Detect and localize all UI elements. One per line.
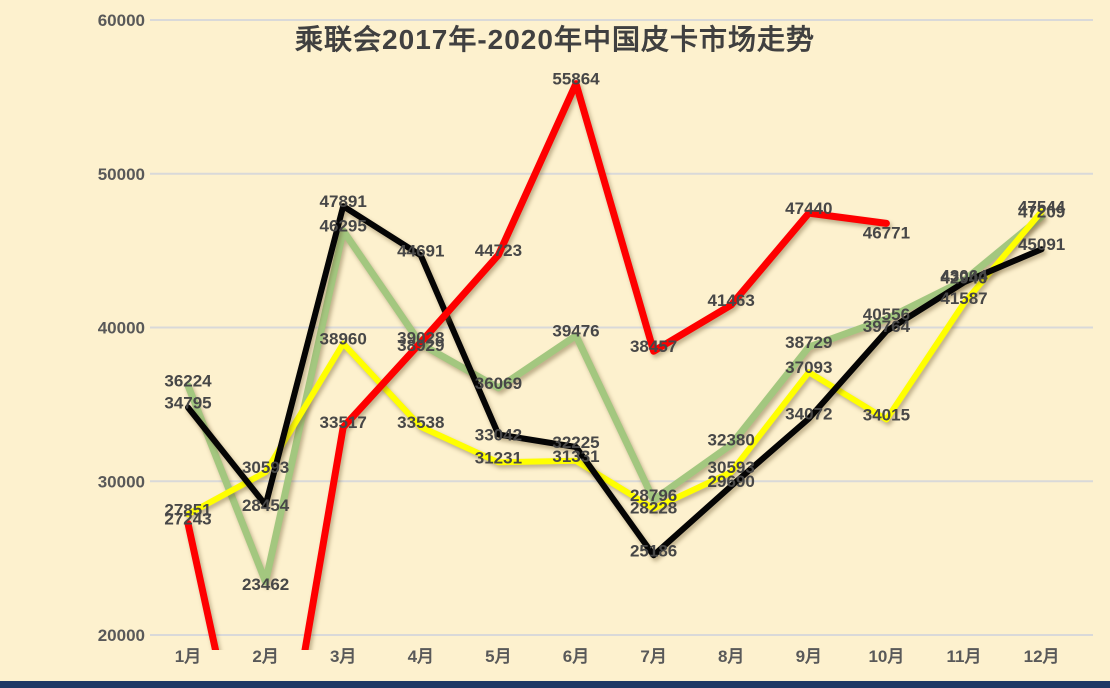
data-label-black-line-6月: 32225 — [552, 433, 599, 452]
data-label-yellow-line-11月: 41587 — [940, 289, 987, 308]
x-axis-group: 1月 2月 3月 4月 5月 6月 7月 8月 9月 10月 11月 12月 — [175, 647, 1060, 666]
data-label-green-line-8月: 32380 — [708, 431, 755, 450]
data-label-red-line-5月: 44723 — [475, 241, 522, 260]
chart-series-yellow-line — [185, 208, 1045, 518]
data-label-black-line-3月: 47891 — [320, 192, 367, 211]
data-label-green-line-9月: 38729 — [785, 333, 832, 352]
data-label-green-line-3月: 46295 — [320, 217, 367, 236]
chart-title: 乘联会2017年-2020年中国皮卡市场走势 — [295, 24, 815, 55]
data-label-green-line-1月: 36224 — [164, 372, 212, 391]
y-axis-tick-label: 30000 — [98, 472, 145, 491]
data-label-yellow-line-10月: 34015 — [863, 406, 910, 425]
x-axis-month-label: 6月 — [563, 647, 589, 666]
data-label-red-line-10月: 46771 — [863, 223, 910, 242]
data-label-black-line-12月: 45091 — [1018, 235, 1065, 254]
data-label-green-line-6月: 39476 — [552, 322, 599, 341]
y-axis-tick-label: 40000 — [98, 319, 145, 338]
data-label-red-line-3月: 33517 — [320, 413, 367, 432]
data-label-red-line-9月: 47440 — [785, 199, 832, 218]
gridlines-group — [150, 19, 1093, 636]
x-axis-month-label: 4月 — [408, 647, 434, 666]
data-label-black-line-5月: 33042 — [475, 425, 522, 444]
data-label-black-line-7月: 25186 — [630, 541, 677, 560]
x-axis-month-label: 1月 — [175, 647, 201, 666]
data-label-red-line-7月: 38457 — [630, 337, 677, 356]
data-label-red-line-1月: 27243 — [164, 510, 211, 529]
chart-series-green-line — [184, 213, 1046, 586]
y-axis-group: 20000 30000 40000 50000 60000 — [98, 11, 145, 645]
series-lines-group — [184, 80, 1046, 650]
data-label-black-line-2月: 28454 — [242, 496, 290, 515]
data-label-yellow-line-1月: 27851 — [164, 500, 211, 519]
data-label-yellow-line-3月: 38960 — [320, 329, 367, 348]
data-label-yellow-line-6月: 31331 — [552, 447, 599, 466]
data-label-black-line-8月: 29690 — [708, 472, 755, 491]
data-label-green-line-4月: 38929 — [397, 336, 444, 355]
x-axis-month-label: 3月 — [330, 647, 356, 666]
data-label-yellow-line-2月: 30593 — [242, 458, 289, 477]
data-label-black-line-4月: 44691 — [397, 241, 444, 260]
data-label-green-line-7月: 28796 — [630, 486, 677, 505]
x-axis-month-label: 2月 — [252, 647, 278, 666]
data-label-red-line-6月: 55864 — [552, 70, 600, 89]
chart-series-black-line — [185, 203, 1045, 559]
bottom-border-bar — [0, 681, 1110, 688]
data-label-yellow-line-4月: 33538 — [397, 413, 444, 432]
data-label-red-line-4月: 39028 — [397, 328, 444, 347]
data-label-yellow-line-9月: 37093 — [785, 358, 832, 377]
y-axis-tick-label: 50000 — [98, 165, 145, 184]
data-label-green-line-10月: 40556 — [863, 305, 910, 324]
data-labels-group: 36224 23462 46295 38929 36069 39476 28796 32380… — [164, 70, 1065, 594]
y-axis-tick-label: 60000 — [98, 11, 145, 30]
data-label-red-line-8月: 41463 — [708, 291, 755, 310]
data-label-yellow-line-7月: 28228 — [630, 498, 677, 517]
data-label-yellow-line-5月: 31231 — [475, 448, 522, 467]
x-axis-month-label: 11月 — [947, 647, 982, 666]
data-label-black-line-11月: 42940 — [940, 268, 987, 287]
y-axis-tick-label: 20000 — [98, 626, 145, 645]
chart-series-red-line — [184, 80, 890, 650]
data-label-yellow-line-12月: 47544 — [1018, 198, 1066, 217]
data-label-black-line-10月: 39764 — [863, 317, 911, 336]
data-label-green-line-11月: 43064 — [940, 266, 988, 285]
x-axis-month-label: 9月 — [796, 647, 822, 666]
x-axis-month-label: 8月 — [718, 647, 744, 666]
data-label-black-line-1月: 34795 — [164, 394, 211, 413]
x-axis-month-label: 7月 — [640, 647, 666, 666]
data-label-green-line-2月: 23462 — [242, 575, 289, 594]
x-axis-month-label: 12月 — [1024, 647, 1060, 666]
data-label-green-line-12月: 47209 — [1018, 203, 1065, 222]
data-label-black-line-9月: 34072 — [785, 405, 832, 424]
data-label-yellow-line-8月: 30593 — [708, 458, 755, 477]
data-label-green-line-5月: 36069 — [475, 374, 522, 393]
x-axis-month-label: 10月 — [868, 647, 904, 666]
x-axis-month-label: 5月 — [485, 647, 511, 666]
